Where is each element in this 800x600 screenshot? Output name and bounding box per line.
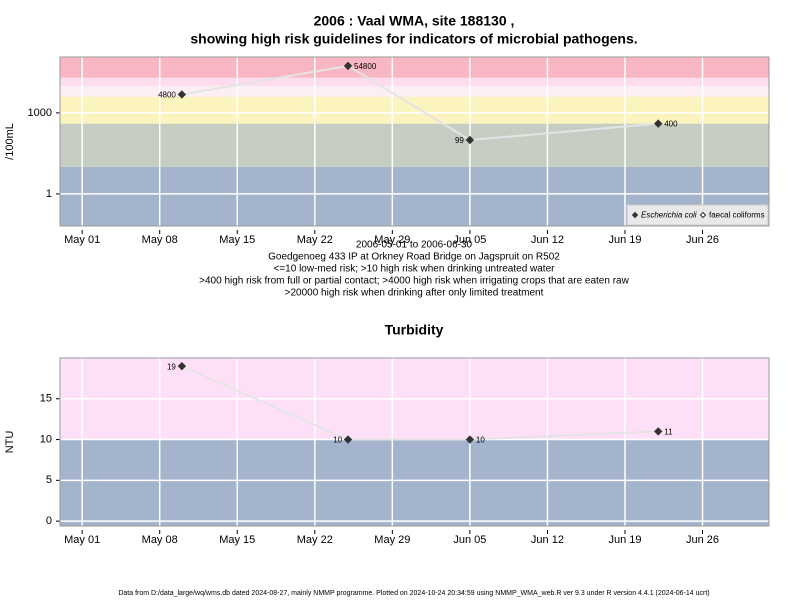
y-tick-label: 1000 (28, 107, 52, 119)
x-tick-label: May 22 (297, 234, 333, 246)
risk-band (60, 439, 769, 526)
data-label: 54800 (354, 62, 377, 71)
x-tick-label: May 29 (374, 234, 410, 246)
data-label: 19 (167, 362, 176, 371)
chart-title: showing high risk guidelines for indicat… (190, 31, 637, 47)
data-label: 11 (664, 428, 673, 437)
risk-band (60, 57, 769, 78)
x-tick-label: Jun 26 (686, 534, 719, 546)
annotation: >400 high risk from full or partial cont… (199, 276, 629, 287)
data-label: 10 (476, 436, 485, 445)
legend-box (626, 204, 769, 226)
legend-label: faecal coliforms (709, 211, 765, 220)
x-tick-label: Jun 12 (531, 534, 564, 546)
x-tick-label: Jun 26 (686, 234, 719, 246)
data-label: 10 (333, 436, 342, 445)
x-tick-label: Jun 19 (608, 234, 641, 246)
y-tick-label: 0 (46, 515, 52, 527)
legend-label: Escherichia coli (641, 211, 697, 220)
data-point (654, 119, 663, 128)
data-point (654, 427, 663, 436)
x-tick-label: Jun 19 (608, 534, 641, 546)
y-tick-label: 10 (40, 433, 52, 445)
data-point (465, 435, 475, 444)
x-tick-label: Jun 12 (531, 234, 564, 246)
annotation: >20000 high risk when drinking after onl… (285, 288, 544, 299)
data-point (343, 61, 353, 71)
data-label: 400 (664, 120, 678, 129)
x-tick-label: May 01 (64, 534, 100, 546)
data-point (343, 435, 353, 444)
x-tick-label: May 08 (142, 234, 178, 246)
x-tick-label: May 01 (64, 234, 100, 246)
x-tick-label: Jun 05 (453, 534, 486, 546)
data-label: 4800 (158, 91, 176, 100)
data-label: 99 (455, 136, 464, 145)
risk-band (60, 77, 769, 86)
x-tick-label: Jun 05 (453, 234, 486, 246)
data-point (465, 135, 475, 145)
footer: Data from D:/data_large/wq/wms.db dated … (118, 590, 709, 597)
y-tick-label: 5 (46, 474, 52, 486)
risk-band (60, 123, 769, 167)
risk-band (60, 85, 769, 97)
annotation: Goedgenoeg 433 IP at Orkney Road Bridge … (268, 252, 560, 263)
x-tick-label: May 08 (142, 534, 178, 546)
legend-marker (699, 211, 707, 219)
x-tick-label: May 22 (297, 534, 333, 546)
data-point (177, 361, 187, 371)
y-tick-label: 1 (46, 188, 52, 200)
y-axis-label: NTU (4, 431, 16, 454)
annotation: 2006-05-01 to 2006-06-30 (356, 240, 473, 251)
annotation: <=10 low-med risk; >10 high risk when dr… (274, 264, 556, 275)
chart-title: 2006 : Vaal WMA, site 188130 , (314, 13, 515, 29)
plot-frame (59, 56, 770, 227)
data-point (177, 90, 187, 99)
risk-band (60, 96, 769, 124)
series-line (181, 365, 659, 441)
y-tick-label: 15 (40, 393, 52, 405)
y-axis-label: /100mL (4, 123, 16, 160)
plot-frame (59, 357, 770, 527)
x-tick-label: May 15 (219, 234, 255, 246)
x-tick-label: May 15 (219, 534, 255, 546)
series-line (181, 64, 659, 142)
x-tick-label: May 29 (374, 534, 410, 546)
legend-marker (631, 211, 639, 219)
chart-title: Turbidity (385, 322, 444, 338)
